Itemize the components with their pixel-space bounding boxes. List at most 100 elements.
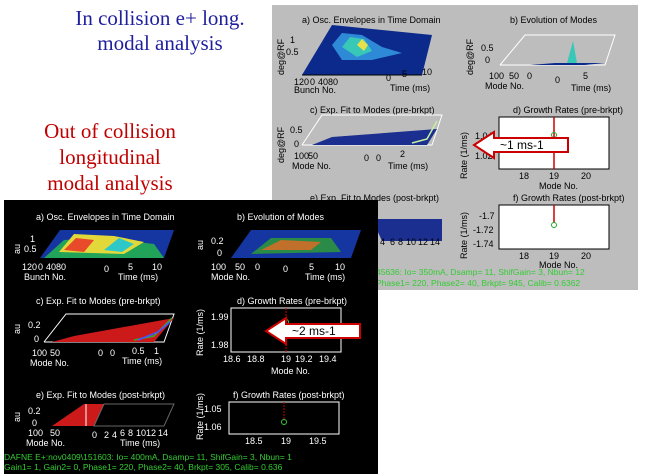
x-tick: 19.4: [319, 354, 337, 364]
z-tick: 0: [32, 418, 38, 428]
y-axis-label: Mode No.: [211, 272, 251, 282]
y-tick: 50: [509, 71, 520, 81]
x-tick: 18: [519, 251, 530, 261]
out-of-collision-heading-line2: longitudinal: [59, 145, 161, 169]
surface-top: [357, 39, 368, 51]
fit-curve: [411, 120, 438, 144]
y-axis-label: Mode No.: [30, 358, 70, 368]
x-tick: 8: [128, 428, 134, 438]
surface-cyan: [104, 238, 134, 252]
x-tick: 10: [152, 262, 163, 272]
y-tick: 120: [294, 77, 310, 87]
panel-f-growth-rates-post: f) Growth Rates (post-brkpt) Rate (1/ms)…: [191, 384, 378, 450]
x-axis-label: Mode No.: [271, 366, 311, 376]
x-tick: 6: [120, 428, 126, 438]
callout-arrow-shape: [264, 316, 361, 346]
surface-peak: [567, 41, 577, 63]
x-tick: 0: [110, 348, 116, 358]
panel-title: c) Exp. Fit to Modes (pre-brkpt): [310, 105, 435, 115]
x-tick: 4: [380, 237, 386, 247]
panel-title: f) Growth Rates (post-brkpt): [233, 390, 345, 400]
z-tick: 0.5: [290, 125, 303, 135]
x-tick: 10: [335, 262, 346, 272]
x-tick: 0: [283, 264, 289, 274]
out-of-collision-heading: Out of collision longitudinal modal anal…: [10, 118, 210, 196]
z-tick: 0: [485, 55, 491, 65]
y-tick: 100: [294, 151, 310, 161]
x-tick: 19: [549, 171, 560, 181]
x-axis-label: Time (ms): [571, 83, 612, 93]
x-tick: 2: [400, 149, 406, 159]
y-tick: -1.06: [201, 422, 222, 432]
x-tick: 18.6: [223, 354, 241, 364]
panel-f-growth-rates-post: f) Growth Rates (post-brkpt) Rate (1/ms)…: [455, 193, 638, 271]
growth-rate-callout-bottom: ~2 ms-1: [264, 316, 364, 346]
x-tick: 0.5: [132, 346, 145, 356]
x-tick: 0: [555, 75, 561, 85]
mode-surface-plot: [499, 34, 616, 66]
surface-base: [312, 129, 437, 145]
x-tick: 19.5: [309, 436, 327, 446]
y-axis-label: Mode No.: [26, 438, 66, 448]
collision-heading-line1: In collision e+ long.: [75, 6, 245, 30]
panel-e-exp-fit-post: e) Exp. Fit to Modes (post-brkpt) au 0.2…: [4, 384, 191, 450]
z-tick: 0: [294, 139, 300, 149]
x-tick: 2: [104, 430, 110, 440]
z-tick: 1: [290, 35, 296, 45]
status-line-2: Phase1= 220, Phase2= 40, Brkpt= 945, Cal…: [376, 278, 581, 288]
collision-heading-line2: modal analysis: [97, 31, 223, 55]
x-tick: 19.2: [295, 354, 313, 364]
surface-top: [64, 238, 94, 252]
y-tick: 80: [328, 77, 339, 87]
x-axis-label: Time (ms): [388, 161, 429, 171]
z-tick: 0.2: [28, 320, 41, 330]
y-tick: 0: [255, 262, 261, 272]
status-line-1: 45636: Io= 350mA, Dsamp= 11, ShifGain= 3…: [376, 267, 585, 277]
x-tick: 12: [418, 237, 429, 247]
callout-label: ~1 ms-1: [500, 138, 544, 152]
out-of-collision-heading-line3: modal analysis: [47, 171, 173, 195]
fit-post-surface-plot: [52, 403, 175, 427]
x-tick: 5: [402, 69, 408, 79]
fit-surface-plot: [43, 313, 175, 343]
x-tick: 19: [549, 251, 560, 261]
y-tick: 1.04: [475, 131, 493, 141]
y-tick: 1.98: [211, 340, 229, 350]
x-tick: 1: [154, 346, 160, 356]
y-axis-label: Bunch No.: [24, 272, 67, 282]
panel-title: d) Growth Rates (pre-brkpt): [237, 296, 348, 306]
surface-plot: [40, 230, 174, 258]
x-tick: 0: [376, 153, 382, 163]
panel-title: e) Exp. Fit to Modes (post-brkpt): [310, 193, 440, 203]
y-tick: 100: [28, 428, 44, 438]
panel-title: b) Evolution of Modes: [510, 15, 598, 25]
x-tick: 14: [158, 428, 169, 438]
x-tick: 18: [519, 171, 530, 181]
status-line-2: Gain1= 1, Gain2= 0, Phase1= 220, Phase2=…: [4, 462, 283, 472]
z-tick: 0: [34, 334, 40, 344]
y-tick: 50: [50, 348, 61, 358]
z-tick: 0.5: [481, 43, 494, 53]
panel-title: e) Exp. Fit to Modes (post-brkpt): [36, 390, 166, 400]
x-tick: 0: [386, 73, 392, 83]
x-axis-label: Time (ms): [305, 272, 346, 282]
fit-surface-plot: [301, 114, 443, 146]
panel-b-evolution-of-modes: b) Evolution of Modes deg@RF 0.5 0 100 5…: [455, 5, 638, 101]
y-tick: 80: [56, 262, 67, 272]
panel-title: b) Evolution of Modes: [237, 212, 325, 222]
callout-label: ~2 ms-1: [292, 324, 336, 338]
y-tick: 1.99: [211, 312, 229, 322]
growth-rate-post-plot: [228, 401, 340, 435]
x-axis-label: Mode No.: [539, 260, 579, 270]
surface-base: [530, 63, 605, 65]
panel-c-exp-fit-pre: c) Exp. Fit to Modes (pre-brkpt) au 0.2 …: [4, 292, 191, 384]
x-tick: 6: [390, 237, 396, 247]
x-tick: 0: [104, 264, 110, 274]
y-tick: 0: [38, 262, 44, 272]
callout-arrow: [472, 130, 569, 160]
x-tick: 20: [581, 251, 592, 261]
y-tick: 0: [527, 71, 533, 81]
y-tick: -1.72: [473, 225, 494, 235]
x-tick: 10: [136, 428, 147, 438]
y-tick: 100: [32, 348, 48, 358]
